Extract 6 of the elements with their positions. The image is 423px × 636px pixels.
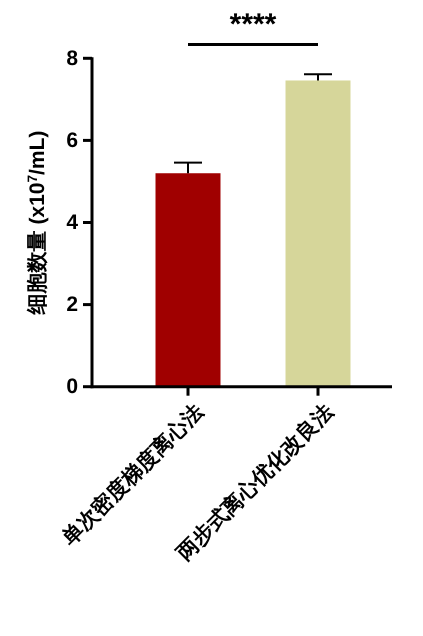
- y-tick-label: 8: [66, 46, 78, 70]
- y-tick-label: 2: [66, 293, 78, 316]
- text: ****: [230, 8, 277, 41]
- y-tick-label: 6: [66, 128, 78, 152]
- y-tick-label: 0: [66, 375, 78, 398]
- y-tick-label: 4: [66, 211, 78, 234]
